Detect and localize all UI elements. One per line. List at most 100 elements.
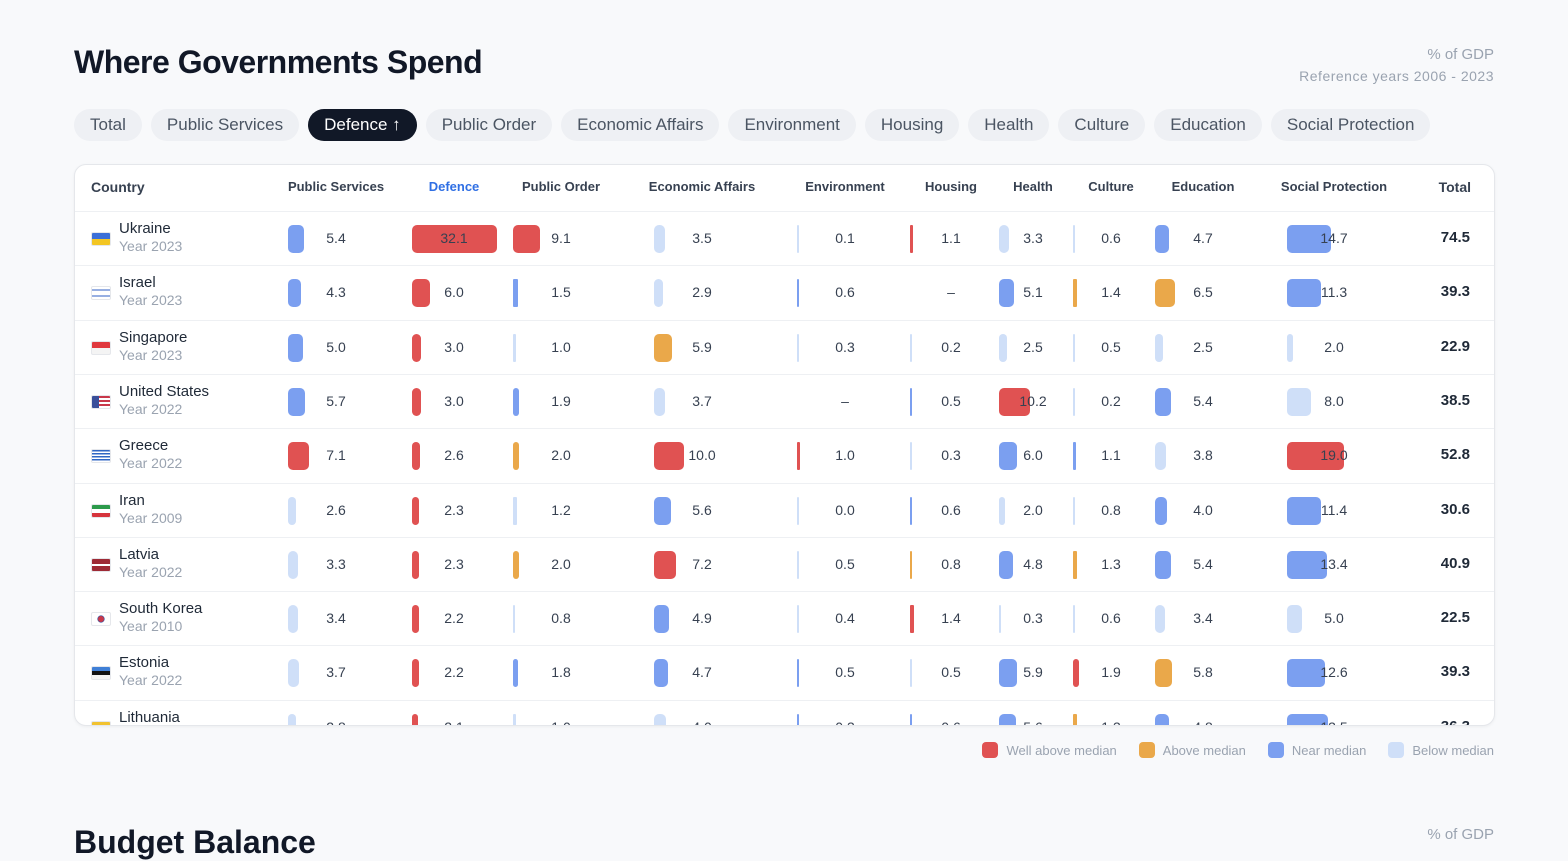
cell-value: 13.4 xyxy=(1320,555,1348,572)
row-total: 52.8 xyxy=(1440,446,1470,464)
cell-value: 2.6 xyxy=(444,447,464,464)
value-bar xyxy=(654,279,663,308)
legend-label: Below median xyxy=(1412,742,1494,758)
filter-tab[interactable]: Housing xyxy=(864,109,960,141)
legend-label: Above median xyxy=(1162,742,1246,758)
value-bar xyxy=(797,713,799,725)
value-bar xyxy=(797,550,799,579)
row-total: 30.6 xyxy=(1440,500,1470,518)
value-bar xyxy=(1155,387,1172,416)
filter-tab[interactable]: Environment xyxy=(728,109,856,141)
column-header[interactable]: Public Services xyxy=(287,179,385,194)
column-header[interactable]: Health xyxy=(1013,179,1053,194)
value-bar xyxy=(1073,279,1078,308)
cell-value: 0.2 xyxy=(1101,392,1121,409)
cell-value: 2.0 xyxy=(1023,501,1043,518)
country-name: Israel xyxy=(119,274,156,292)
cell-value: 1.9 xyxy=(551,392,571,409)
value-bar xyxy=(1287,442,1344,471)
unit-label: % of GDP xyxy=(1427,826,1494,843)
filter-tab[interactable]: Public Services xyxy=(150,109,300,141)
filter-tab[interactable]: Health xyxy=(968,109,1050,141)
column-header[interactable]: Education xyxy=(1171,179,1235,194)
row-total: 39.3 xyxy=(1440,283,1470,301)
filter-tab[interactable]: Culture xyxy=(1058,109,1146,141)
cell-value: 1.1 xyxy=(941,230,961,246)
value-bar xyxy=(910,550,913,579)
value-bar xyxy=(288,713,297,725)
value-bar xyxy=(797,442,800,471)
filter-tab[interactable]: Education xyxy=(1154,109,1262,141)
cell-value: 1.3 xyxy=(1101,555,1121,572)
value-bar xyxy=(910,713,912,725)
country-flag xyxy=(91,286,111,301)
filter-tab[interactable]: Economic Affairs xyxy=(561,109,720,141)
value-bar xyxy=(412,279,430,308)
filter-tab[interactable]: Defence ↑ xyxy=(308,109,417,141)
row-total: 40.9 xyxy=(1440,554,1470,572)
table-row: Israel Year 2023 4.3 6.0 1.5 2.9 0.6 – 5.1 1.4 6.5… xyxy=(75,265,1494,320)
value-bar xyxy=(1073,713,1077,725)
value-bar xyxy=(513,279,518,308)
cell-value: 1.0 xyxy=(835,447,855,464)
value-bar xyxy=(412,225,497,253)
cell-value: 2.0 xyxy=(551,447,571,464)
value-bar xyxy=(1155,713,1170,725)
column-header[interactable]: Environment xyxy=(805,179,885,194)
value-bar xyxy=(288,442,310,471)
column-header[interactable]: Economic Affairs xyxy=(648,179,756,194)
filter-tab[interactable]: Social Protection xyxy=(1270,109,1431,141)
value-bar xyxy=(1155,225,1170,253)
country-name: Iran xyxy=(119,491,145,509)
column-header[interactable]: Total xyxy=(1438,179,1471,195)
legend-label: Near median xyxy=(1291,742,1367,758)
row-total: 38.5 xyxy=(1440,391,1470,409)
legend-item: Below median xyxy=(1388,742,1494,758)
filter-tab[interactable]: Total xyxy=(74,109,142,141)
country-flag xyxy=(91,232,111,246)
cell-value: 0.0 xyxy=(835,501,855,518)
cell-value: 6.0 xyxy=(444,284,464,301)
value-bar xyxy=(654,496,671,525)
value-bar xyxy=(1073,550,1077,579)
cell-value: 0.6 xyxy=(835,284,855,301)
value-bar xyxy=(999,387,1030,416)
value-bar xyxy=(999,605,1001,634)
value-bar xyxy=(999,225,1009,253)
value-bar xyxy=(288,550,298,579)
value-bar xyxy=(513,442,519,471)
filter-tab[interactable]: Public Order xyxy=(425,109,553,141)
country-flag xyxy=(91,503,111,518)
missing-value: – xyxy=(947,284,955,301)
value-bar xyxy=(910,496,912,525)
value-bar xyxy=(654,225,665,253)
value-bar xyxy=(999,496,1005,525)
cell-value: 2.6 xyxy=(326,501,346,518)
column-header[interactable]: Housing xyxy=(925,179,977,194)
value-bar xyxy=(288,605,299,634)
value-bar xyxy=(412,605,419,634)
value-bar xyxy=(1073,659,1079,688)
column-header[interactable]: Public Order xyxy=(521,179,601,194)
value-bar xyxy=(513,550,519,579)
country-year: Year 2023 xyxy=(119,238,183,254)
cell-value: 4.8 xyxy=(1193,719,1212,725)
table-row: United States Year 2022 5.7 3.0 1.9 3.7 – 0.5 10… xyxy=(75,373,1494,429)
value-bar xyxy=(1155,442,1167,471)
column-header[interactable]: Culture xyxy=(1088,179,1134,194)
cell-value: 0.6 xyxy=(941,501,961,518)
value-bar xyxy=(910,333,912,362)
country-year: Year 2022 xyxy=(119,400,183,417)
cell-value: 3.7 xyxy=(692,392,712,409)
row-total: 39.3 xyxy=(1440,663,1470,681)
cell-value: 0.3 xyxy=(941,447,961,464)
cell-value: 11.4 xyxy=(1320,501,1348,518)
cell-value: 1.8 xyxy=(551,664,571,681)
value-bar xyxy=(412,713,419,725)
column-header[interactable]: Defence xyxy=(428,179,480,194)
country-year: Year 2022 xyxy=(119,455,183,472)
cell-value: 5.7 xyxy=(326,392,346,409)
cell-value: 2.5 xyxy=(1193,338,1213,355)
column-header[interactable]: Social Protection xyxy=(1280,179,1388,194)
value-bar xyxy=(1073,387,1075,416)
